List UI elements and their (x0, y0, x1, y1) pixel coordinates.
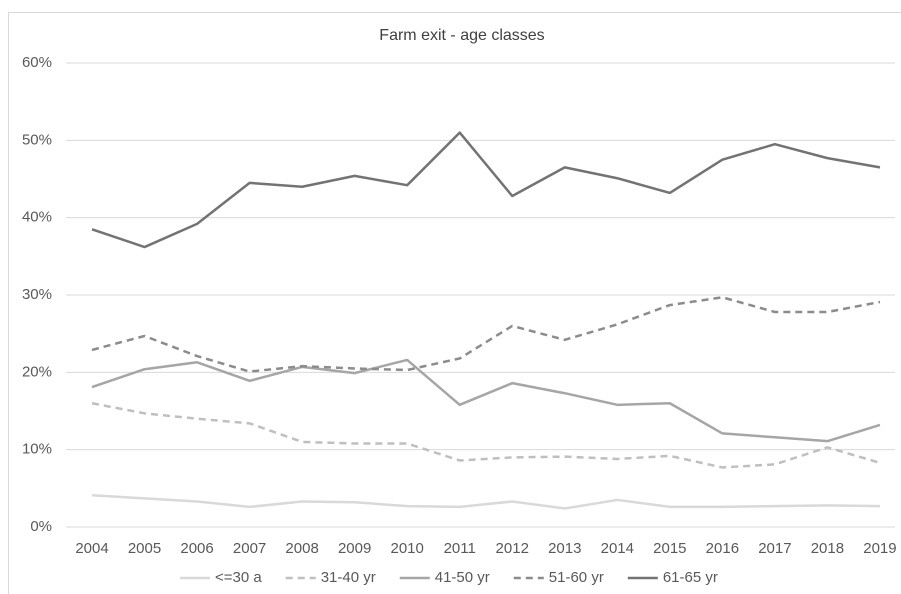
y-tick-label: 10% (22, 441, 52, 458)
x-tick-label: 2012 (496, 540, 529, 557)
chart-title: Farm exit - age classes (379, 27, 544, 44)
x-tick-label: 2008 (285, 540, 318, 557)
x-tick-label: 2009 (338, 540, 371, 557)
x-tick-label: 2015 (653, 540, 686, 557)
x-tick-label: 2014 (601, 540, 634, 557)
y-tick-label: 0% (30, 518, 52, 535)
legend-label: <=30 a (215, 569, 262, 586)
y-tick-label: 30% (22, 286, 52, 303)
legend-label: 61-65 yr (663, 569, 718, 586)
x-tick-label: 2018 (811, 540, 844, 557)
legend-label: 41-50 yr (435, 569, 490, 586)
x-tick-label: 2016 (706, 540, 739, 557)
y-tick-label: 40% (22, 209, 52, 226)
x-tick-label: 2011 (444, 540, 476, 557)
x-tick-label: 2013 (548, 540, 581, 557)
y-tick-label: 20% (22, 363, 52, 380)
legend-label: 51-60 yr (549, 569, 604, 586)
x-tick-label: 2004 (75, 540, 108, 557)
legend-label: 31-40 yr (321, 569, 376, 586)
series-line (91, 131, 881, 249)
series-line (91, 402, 881, 469)
y-tick-label: 50% (22, 131, 52, 148)
x-tick-label: 2010 (390, 540, 423, 557)
x-tick-label: 2007 (233, 540, 266, 557)
series-line (91, 494, 880, 510)
x-tick-label: 2019 (863, 540, 896, 557)
x-tick-label: 2017 (758, 540, 791, 557)
x-tick-label: 2006 (180, 540, 213, 557)
series-line (91, 358, 881, 443)
y-tick-label: 60% (22, 54, 52, 71)
series-line (91, 296, 881, 373)
chart-frame (8, 12, 901, 594)
x-tick-label: 2005 (128, 540, 161, 557)
